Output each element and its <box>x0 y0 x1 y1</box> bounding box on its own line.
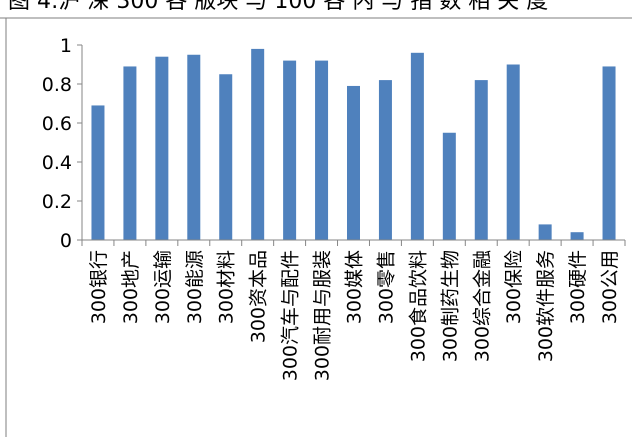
bars <box>91 48 616 241</box>
bar <box>442 132 456 240</box>
bar <box>347 85 360 240</box>
bar <box>123 66 137 240</box>
category-label: 300汽车与配件 <box>280 250 302 381</box>
bar <box>378 80 392 240</box>
y-tick-label: 0 <box>60 230 72 252</box>
bar <box>283 60 297 240</box>
category-label: 300材料 <box>216 250 238 324</box>
bar <box>219 74 233 240</box>
category-label: 300保险 <box>503 250 525 324</box>
bar <box>570 232 584 240</box>
category-label: 300地产 <box>120 250 142 324</box>
bar <box>187 54 201 240</box>
y-tick-label: 0.6 <box>42 113 72 135</box>
category-label: 300媒体 <box>344 250 366 324</box>
category-label: 300耐用与服装 <box>312 250 334 381</box>
category-label: 300公用 <box>599 250 621 324</box>
category-label: 300零售 <box>375 250 397 324</box>
chart-title: 图 4:沪 深 300 各 版块 与 100 各 内 与 指 数 相 关 度 <box>8 0 549 14</box>
category-label: 300综合金融 <box>471 250 493 362</box>
y-tick-label: 0.4 <box>42 152 72 174</box>
bar <box>506 64 520 240</box>
category-label: 300硬件 <box>567 250 589 324</box>
y-tick-label: 0.8 <box>42 74 72 96</box>
y-tick-label: 0.2 <box>42 191 72 213</box>
x-axis: 300银行 300地产 300运输 300能源 300材料 300资本品 300汽车与配件 3… <box>81 239 626 381</box>
category-label: 300资本品 <box>248 250 270 343</box>
bar <box>602 66 616 240</box>
category-label: 300银行 <box>88 250 110 324</box>
bar <box>155 56 169 241</box>
bar <box>410 52 424 240</box>
bar <box>538 224 552 240</box>
y-axis: 0 0.2 0.4 0.6 0.8 1 <box>42 35 83 252</box>
category-label: 300能源 <box>184 250 206 324</box>
bar <box>474 80 488 240</box>
bar <box>91 105 105 240</box>
y-tick-label: 1 <box>60 35 72 57</box>
category-label: 300软件服务 <box>535 250 557 362</box>
bar <box>315 60 329 240</box>
category-label: 300运输 <box>152 250 174 324</box>
category-label: 300制药生物 <box>439 250 461 362</box>
bar <box>251 48 265 241</box>
category-label: 300食品饮料 <box>407 250 429 362</box>
